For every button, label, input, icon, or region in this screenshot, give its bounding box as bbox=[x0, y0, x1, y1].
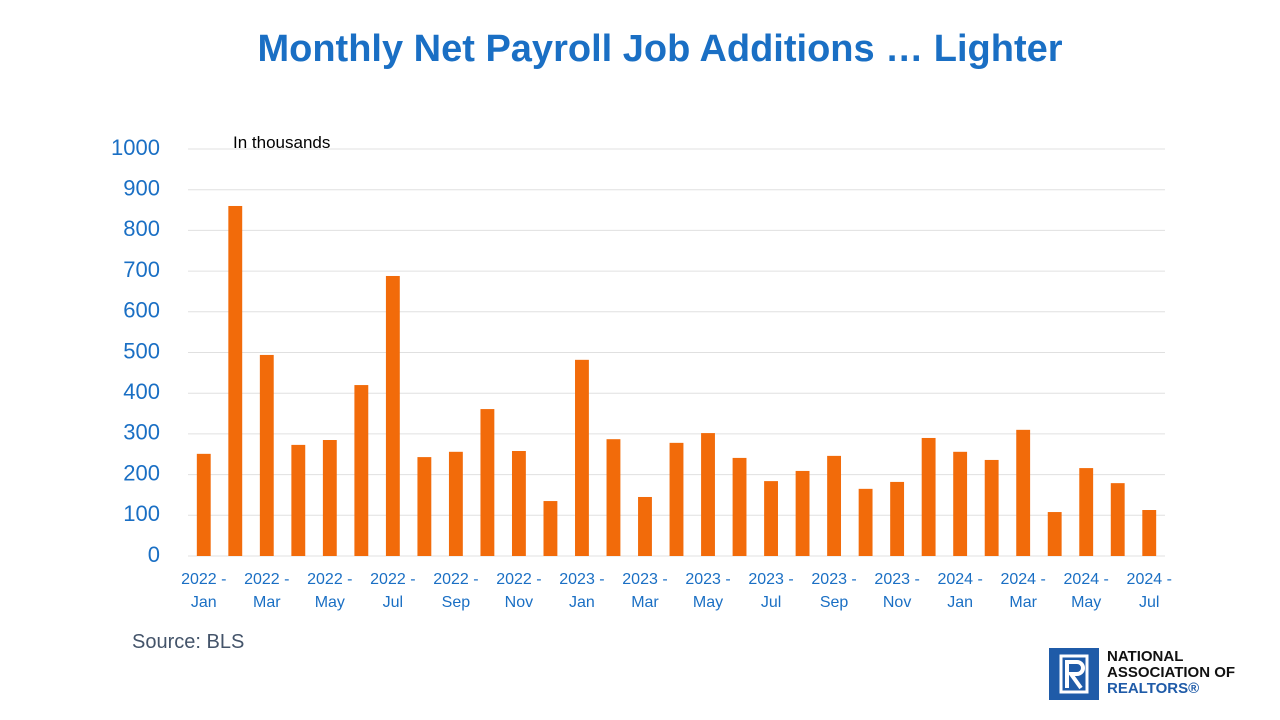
x-tick-label: 2022 - Sep bbox=[433, 571, 479, 611]
bar bbox=[701, 433, 715, 556]
bar bbox=[543, 501, 558, 556]
y-tick-label: 200 bbox=[123, 460, 160, 485]
bar bbox=[890, 481, 905, 556]
annotation: In thousands bbox=[233, 133, 331, 152]
logo-line: REALTORS® bbox=[1107, 680, 1200, 697]
bar bbox=[228, 205, 243, 557]
y-tick-label: 100 bbox=[123, 501, 160, 526]
bar bbox=[921, 437, 936, 556]
bar bbox=[417, 457, 432, 556]
x-tick-label: 2024 - Jul bbox=[1126, 571, 1172, 611]
bar bbox=[575, 359, 589, 556]
logo-line: ASSOCIATION OF bbox=[1107, 664, 1236, 681]
source: Source: BLS bbox=[132, 631, 245, 653]
bar bbox=[1047, 512, 1062, 556]
bar bbox=[638, 496, 652, 556]
bar bbox=[764, 481, 778, 556]
bar bbox=[448, 451, 463, 556]
logo-line: NATIONAL bbox=[1107, 648, 1184, 665]
chart-title: Monthly Net Payroll Job Additions … Ligh… bbox=[257, 28, 1063, 70]
bar bbox=[196, 453, 211, 556]
bar bbox=[669, 442, 684, 556]
x-tick-label: 2023 - Mar bbox=[622, 571, 668, 611]
y-tick-label: 1000 bbox=[111, 135, 160, 160]
bar bbox=[953, 451, 968, 556]
bar bbox=[1110, 483, 1125, 556]
x-tick-label: 2023 - Sep bbox=[811, 571, 857, 611]
logo: NATIONAL ASSOCIATION OF REALTORS® bbox=[1049, 648, 1279, 700]
bar bbox=[732, 457, 747, 556]
bar bbox=[606, 439, 621, 556]
logo-text: NATIONAL ASSOCIATION OF REALTORS® bbox=[1107, 649, 1235, 697]
x-tick-label: 2024 - May bbox=[1063, 571, 1109, 611]
logo-mark bbox=[1049, 648, 1099, 700]
bar bbox=[511, 450, 526, 556]
bar bbox=[827, 455, 842, 556]
x-tick-label: 2022 - Nov bbox=[496, 571, 542, 611]
y-tick-label: 0 bbox=[148, 542, 160, 567]
bar bbox=[322, 440, 337, 556]
y-tick-label: 400 bbox=[123, 379, 160, 404]
y-tick-label: 300 bbox=[123, 420, 160, 445]
x-tick-label: 2024 - Mar bbox=[1000, 571, 1046, 611]
y-tick-label: 800 bbox=[123, 216, 160, 241]
bar bbox=[858, 488, 873, 556]
logo-r bbox=[1059, 654, 1089, 694]
x-tick-label: 2022 - Jul bbox=[370, 571, 416, 611]
x-tick-label: 2022 - May bbox=[307, 571, 353, 611]
x-tick-label: 2023 - Jan bbox=[559, 571, 605, 611]
y-tick-label: 600 bbox=[123, 298, 160, 323]
x-tick-label: 2022 - Jan bbox=[181, 571, 227, 611]
x-tick-label: 2024 - Jan bbox=[937, 571, 983, 611]
y-tick-label: 900 bbox=[123, 176, 160, 201]
x-tick-label: 2022 - Mar bbox=[244, 571, 290, 611]
bar bbox=[1016, 429, 1031, 556]
x-tick-label: 2023 - Jul bbox=[748, 571, 794, 611]
bar bbox=[480, 409, 495, 556]
x-tick-label: 2023 - May bbox=[685, 571, 731, 611]
bar bbox=[291, 444, 306, 556]
y-tick-label: 700 bbox=[123, 257, 160, 282]
bar bbox=[385, 275, 400, 556]
x-tick-label: 2023 - Nov bbox=[874, 571, 920, 611]
y-tick-label: 500 bbox=[123, 338, 160, 363]
bar bbox=[354, 385, 369, 556]
bar bbox=[1079, 468, 1094, 556]
bar bbox=[1142, 510, 1157, 556]
bar bbox=[984, 459, 999, 556]
bar bbox=[795, 470, 810, 556]
bar bbox=[259, 354, 274, 556]
